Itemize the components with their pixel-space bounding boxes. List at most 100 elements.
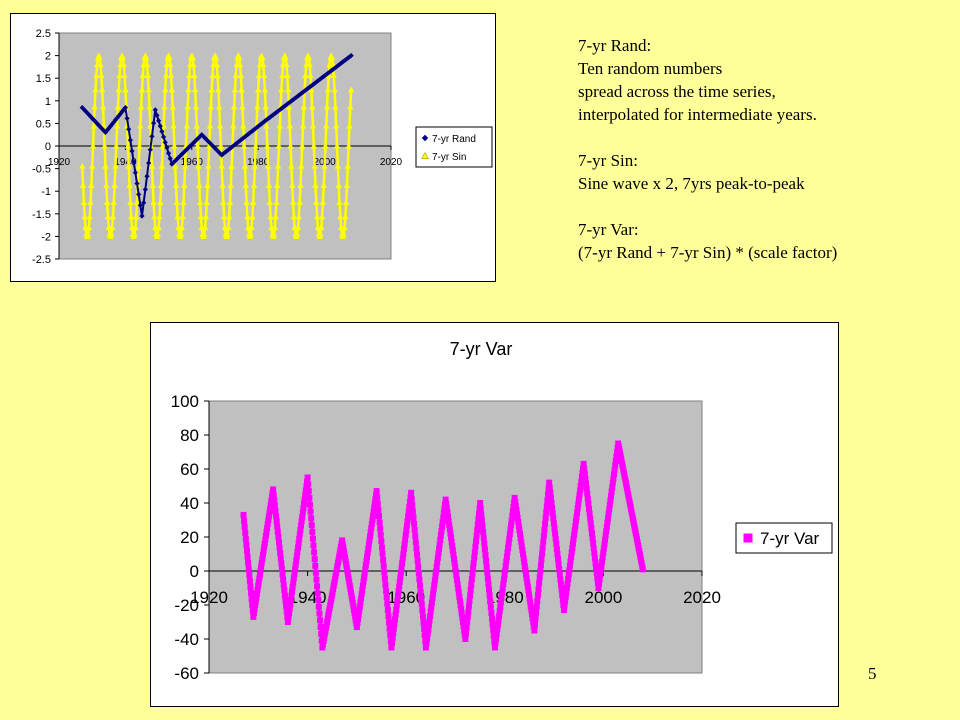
- data-point: [246, 577, 253, 584]
- data-point: [289, 182, 296, 188]
- data-point: [262, 103, 269, 110]
- data-point: [191, 86, 199, 93]
- data-point: [164, 145, 170, 151]
- data-point: [264, 162, 272, 169]
- data-point: [110, 199, 117, 205]
- data-point: [312, 182, 319, 188]
- data-point: [358, 591, 365, 598]
- data-point: [129, 148, 135, 154]
- data-point: [336, 61, 343, 68]
- data-point: [240, 122, 247, 129]
- data-point: [379, 550, 386, 557]
- data-point: [329, 589, 336, 596]
- data-point: [339, 537, 346, 544]
- data-point: [571, 531, 578, 538]
- data-point: [260, 72, 268, 78]
- data-point: [477, 500, 484, 506]
- data-point: [540, 532, 547, 539]
- data-point: [320, 182, 327, 188]
- y-tick-label: 1.5: [36, 73, 51, 85]
- data-point: [324, 86, 332, 93]
- chart-title: 7-yr Var: [450, 339, 513, 359]
- data-point: [311, 549, 318, 556]
- data-point: [214, 72, 221, 78]
- data-point: [446, 526, 453, 533]
- data-point: [126, 126, 132, 132]
- data-point: [609, 484, 616, 491]
- data-point: [515, 519, 522, 526]
- data-point: [414, 551, 421, 558]
- data-point: [197, 213, 205, 220]
- data-point: [537, 568, 544, 575]
- data-point: [464, 619, 471, 626]
- note-gap: [578, 126, 837, 149]
- data-point: [258, 563, 265, 570]
- data-point: [390, 630, 397, 637]
- data-point: [368, 521, 375, 528]
- data-point: [196, 199, 204, 205]
- data-point: [296, 199, 303, 205]
- data-point: [521, 559, 528, 566]
- data-point: [550, 515, 557, 522]
- data-point: [305, 54, 313, 61]
- data-point: [284, 619, 291, 625]
- data-point: [138, 86, 146, 93]
- data-point: [523, 575, 530, 582]
- data-point: [470, 565, 477, 572]
- data-point: [520, 551, 527, 558]
- data-point: [504, 549, 511, 556]
- data-point: [261, 86, 269, 93]
- data-point: [608, 493, 615, 500]
- data-point: [247, 583, 254, 590]
- data-point: [415, 570, 422, 577]
- data-point: [323, 122, 330, 129]
- data-point: [196, 182, 203, 188]
- data-point: [328, 592, 335, 599]
- data-point: [447, 530, 454, 537]
- data-point: [536, 580, 543, 587]
- data-point: [259, 552, 266, 559]
- data-point: [613, 453, 620, 460]
- data-point: [334, 563, 341, 570]
- data-point: [278, 86, 285, 93]
- data-point: [506, 535, 513, 542]
- data-point: [241, 517, 248, 524]
- data-point: [254, 586, 261, 593]
- data-point: [599, 554, 606, 561]
- data-point: [471, 554, 478, 561]
- data-point: [375, 506, 382, 513]
- data-point: [581, 465, 588, 472]
- data-point: [162, 72, 170, 78]
- data-point: [293, 557, 300, 564]
- data-point: [318, 75, 324, 81]
- data-point: [288, 162, 295, 169]
- data-point: [146, 160, 152, 166]
- data-point: [438, 527, 445, 534]
- data-point: [349, 599, 356, 606]
- data-point: [84, 230, 92, 237]
- data-point: [433, 563, 440, 570]
- data-point: [292, 95, 298, 102]
- data-point: [413, 545, 420, 552]
- data-point: [393, 602, 400, 609]
- data-point: [311, 556, 318, 563]
- data-point: [612, 462, 619, 469]
- legend-label: 7-yr Rand: [432, 134, 476, 145]
- data-point: [277, 555, 284, 562]
- data-point: [273, 109, 280, 115]
- data-point: [307, 508, 314, 515]
- data-point: [488, 609, 495, 616]
- data-point: [408, 489, 415, 496]
- data-point: [605, 510, 612, 517]
- data-point: [456, 597, 463, 604]
- data-point: [309, 122, 317, 129]
- data-point: [346, 122, 353, 129]
- data-point: [500, 576, 507, 583]
- y-tick-label: -0.5: [32, 164, 51, 176]
- data-point: [605, 514, 612, 521]
- data-point: [586, 505, 593, 512]
- data-point: [99, 103, 107, 110]
- data-point: [325, 608, 332, 615]
- data-point: [112, 162, 119, 169]
- data-point: [484, 569, 491, 576]
